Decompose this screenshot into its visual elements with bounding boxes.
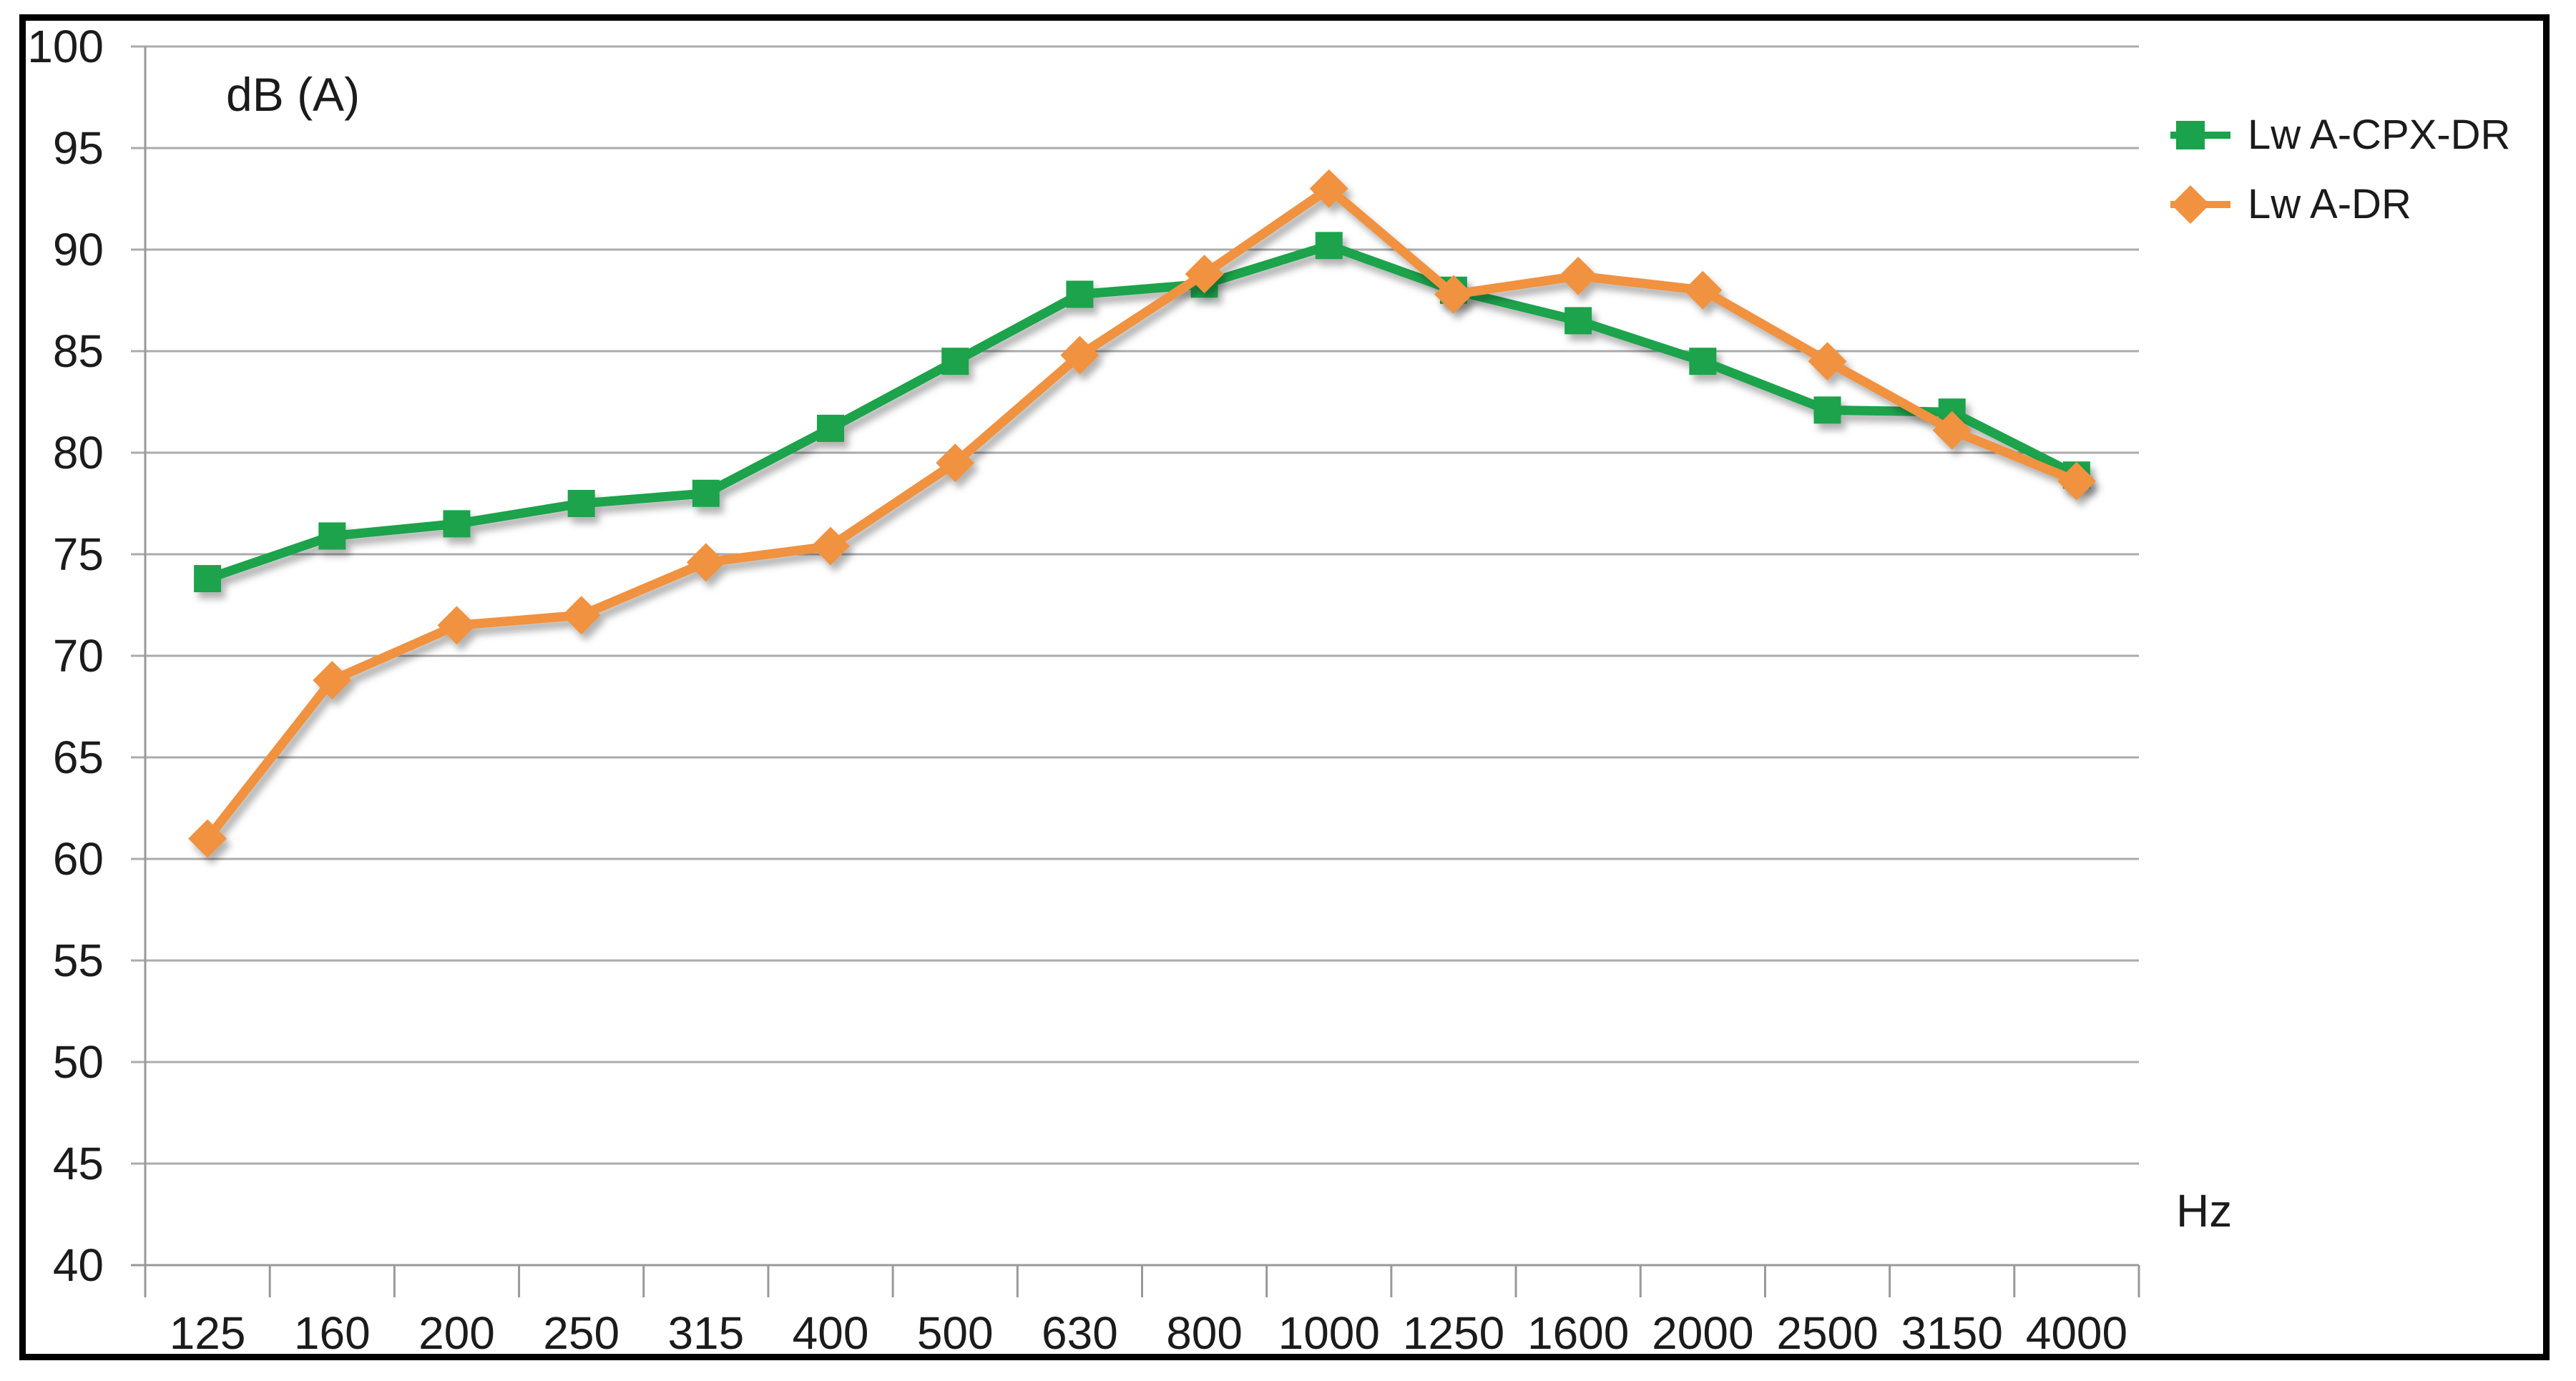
data-point-marker <box>1066 280 1094 308</box>
chart-border <box>19 14 2550 1360</box>
data-point-marker <box>1689 348 1717 375</box>
data-point-marker <box>1315 232 1343 260</box>
x-tick-label-3150: 3150 <box>1901 1307 2003 1359</box>
legend-label: Lw A-CPX-DR <box>2248 112 2511 158</box>
y-tick-label-45: 45 <box>52 1138 104 1189</box>
y-tick-label-85: 85 <box>52 325 104 377</box>
y-tick-label-90: 90 <box>52 224 104 275</box>
x-tick-label-160: 160 <box>293 1307 371 1359</box>
y-tick-label-75: 75 <box>52 529 104 580</box>
x-tick-label-400: 400 <box>792 1307 869 1359</box>
data-point-marker <box>692 479 720 507</box>
x-tick-label-1600: 1600 <box>1527 1307 1630 1359</box>
legend-item-cpx-dr: Lw A-CPX-DR <box>2169 112 2510 159</box>
data-point-marker <box>194 565 222 593</box>
data-point-marker <box>811 526 851 566</box>
y-tick-label-40: 40 <box>52 1239 104 1291</box>
data-point-marker <box>318 522 346 550</box>
data-point-marker <box>1808 342 1847 381</box>
x-tick-label-500: 500 <box>916 1307 994 1359</box>
data-point-marker <box>1309 169 1348 208</box>
y-tick-label-65: 65 <box>52 732 104 783</box>
data-point-marker <box>1559 256 1598 295</box>
x-tick-label-125: 125 <box>169 1307 246 1359</box>
data-point-marker <box>686 543 725 582</box>
series-line <box>202 240 2082 584</box>
data-point-marker <box>562 596 601 635</box>
x-tick-label-315: 315 <box>667 1307 745 1359</box>
data-point-marker <box>941 348 969 375</box>
x-tick-label-630: 630 <box>1042 1307 1118 1359</box>
series-line <box>202 184 2082 844</box>
data-point-marker <box>567 490 595 517</box>
y-tick-label-80: 80 <box>52 427 104 478</box>
series-lw-a-dr <box>188 169 2096 858</box>
gridlines <box>131 45 2139 1267</box>
data-point-marker <box>817 414 845 442</box>
y-tick-label-70: 70 <box>52 630 104 682</box>
legend-marker-diamond-icon <box>2170 185 2230 224</box>
data-point-marker <box>188 819 227 858</box>
data-point-marker <box>1060 335 1100 375</box>
x-tick-label-1000: 1000 <box>1278 1307 1380 1359</box>
data-point-marker <box>313 661 352 700</box>
y-tick-label-60: 60 <box>52 833 104 885</box>
x-tick-label-800: 800 <box>1166 1307 1243 1359</box>
legend-label: Lw A-DR <box>2248 181 2411 227</box>
data-point-marker <box>443 510 471 538</box>
data-point-marker <box>1434 275 1473 314</box>
data-point-marker <box>437 606 476 645</box>
series-lw-a-cpx-dr <box>194 232 2090 593</box>
x-axis-title: Hz <box>2176 1185 2233 1237</box>
data-point-marker <box>1683 270 1723 310</box>
x-tick-label-250: 250 <box>543 1307 620 1359</box>
data-point-marker <box>1185 255 1224 294</box>
data-point-marker <box>1932 411 1972 450</box>
data-point-marker <box>1813 396 1841 424</box>
y-tick-label-55: 55 <box>52 935 104 986</box>
axes <box>131 46 2140 1297</box>
y-tick-label-50: 50 <box>52 1036 104 1088</box>
x-tick-label-4000: 4000 <box>2025 1307 2128 1359</box>
y-axis-title: dB (A) <box>226 68 361 121</box>
x-tick-label-2000: 2000 <box>1652 1307 1754 1359</box>
x-tick-label-1250: 1250 <box>1402 1307 1505 1359</box>
x-tick-label-2500: 2500 <box>1776 1307 1879 1359</box>
y-tick-label-95: 95 <box>52 122 104 174</box>
legend-marker-square-icon <box>2170 121 2230 149</box>
data-point-marker <box>2057 461 2096 501</box>
data-point-marker <box>1564 307 1592 335</box>
legend-item-a-dr: Lw A-DR <box>2169 181 2411 228</box>
data-point-marker <box>936 443 975 483</box>
y-tick-label-100: 100 <box>27 21 104 72</box>
series-layer <box>188 169 2096 858</box>
x-tick-label-200: 200 <box>418 1307 495 1359</box>
